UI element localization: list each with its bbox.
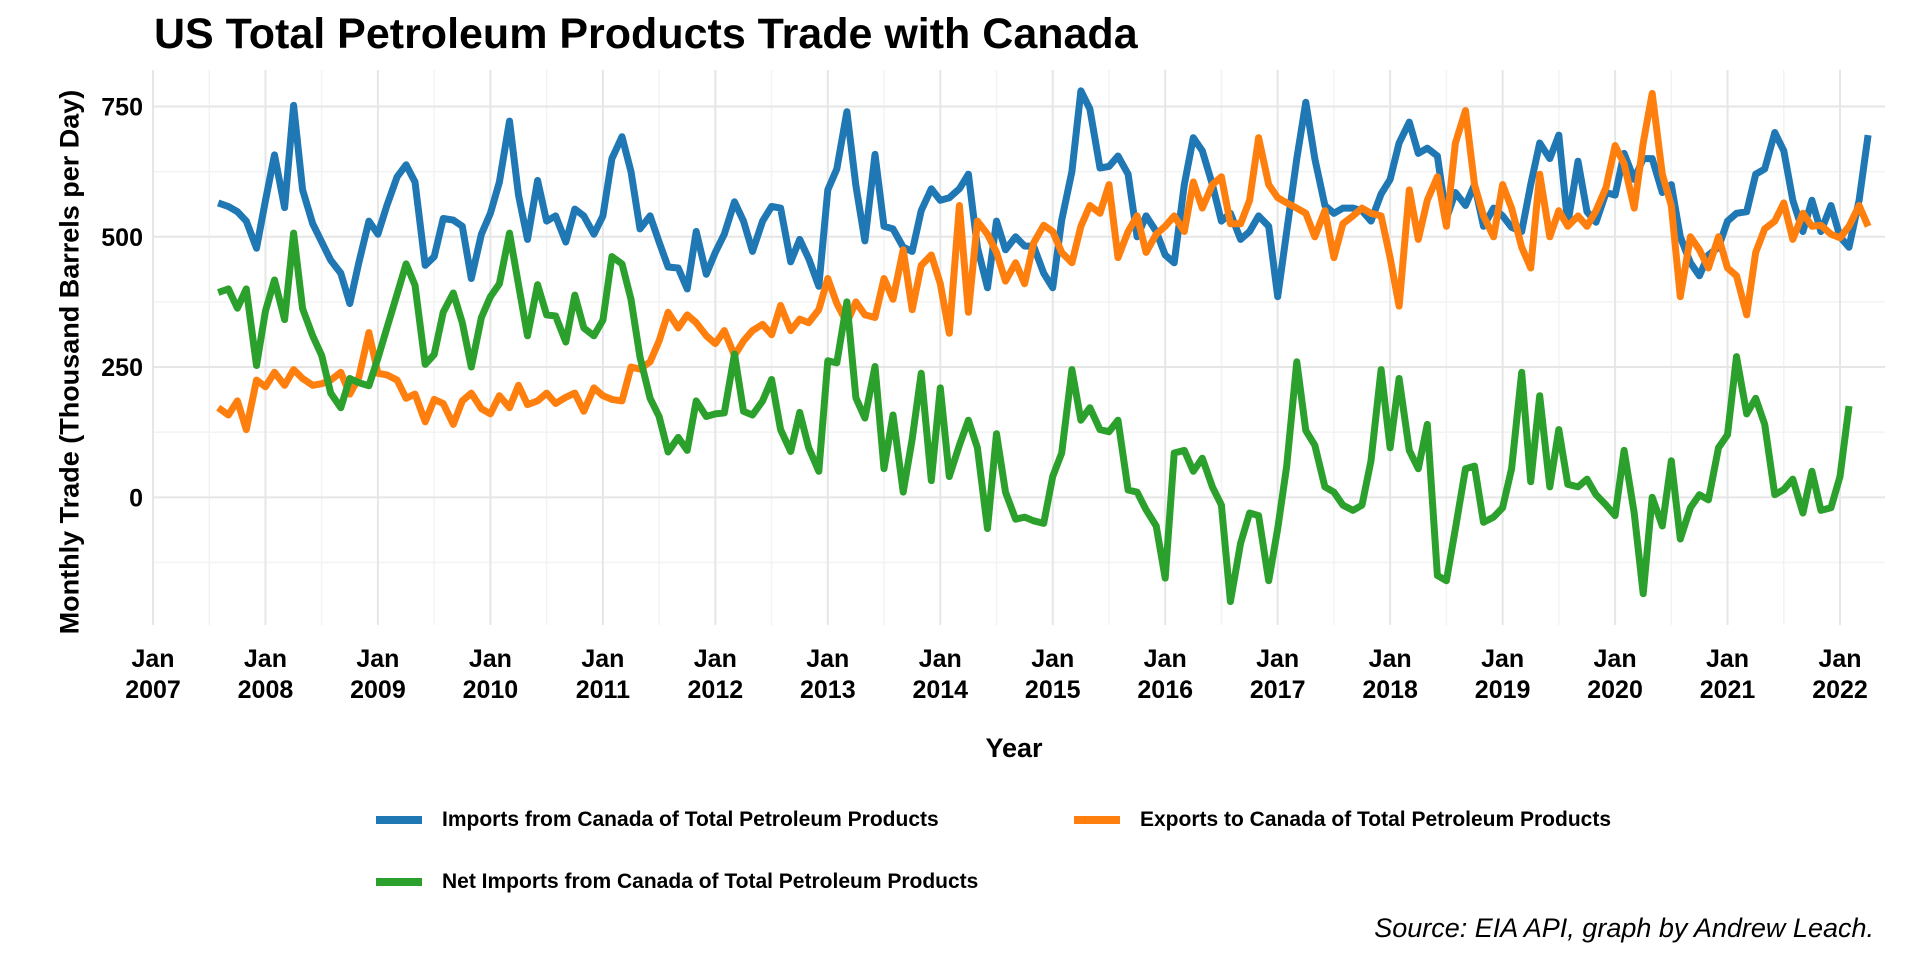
x-tick-label: Jan 2017 (1250, 645, 1306, 704)
y-tick-label: 0 (129, 484, 143, 512)
legend-label: Exports to Canada of Total Petroleum Pro… (1140, 808, 1612, 831)
x-tick-label: Jan 2013 (800, 645, 856, 704)
y-tick-label: 750 (101, 93, 143, 121)
axis-ticks: 0 250 500 750 Jan 2007 Jan 2008 Jan 2009 Jan 2010 Ja… (101, 93, 1868, 704)
x-axis-label: Year (985, 733, 1043, 763)
legend-swatch (376, 878, 422, 886)
x-tick-label: Jan 2021 (1700, 645, 1756, 704)
caption: Source: EIA API, graph by Andrew Leach. (1374, 913, 1874, 943)
x-tick-label: Jan 2010 (463, 645, 519, 704)
x-tick-label: Jan 2014 (912, 645, 968, 704)
x-tick-label: Jan 2022 (1812, 645, 1868, 704)
series-line-1 (216, 90, 1872, 434)
x-tick-label: Jan 2015 (1025, 645, 1081, 704)
legend-label: Imports from Canada of Total Petroleum P… (442, 808, 939, 831)
legend-swatch (376, 816, 422, 824)
series-line-0 (217, 87, 1872, 307)
legend-item-net-imports: Net Imports from Canada of Total Petrole… (376, 870, 978, 894)
x-tick-label: Jan 2007 (125, 645, 181, 704)
y-tick-label: 250 (101, 354, 143, 382)
legend-swatch (1074, 816, 1120, 824)
x-tick-label: Jan 2012 (688, 645, 744, 704)
legend-label: Net Imports from Canada of Total Petrole… (442, 870, 979, 893)
x-tick-label: Jan 2018 (1362, 645, 1418, 704)
x-tick-label: Jan 2019 (1475, 645, 1531, 704)
x-tick-label: Jan 2016 (1137, 645, 1193, 704)
legend-item-exports: Exports to Canada of Total Petroleum Pro… (1074, 808, 1611, 832)
x-tick-label: Jan 2011 (576, 645, 630, 704)
series-line-2 (217, 229, 1853, 605)
x-tick-label: Jan 2009 (350, 645, 406, 704)
series-lines (216, 87, 1872, 605)
legend-item-imports: Imports from Canada of Total Petroleum P… (376, 808, 939, 832)
x-tick-label: Jan 2020 (1587, 645, 1643, 704)
x-tick-label: Jan 2008 (238, 645, 294, 704)
chart-title: US Total Petroleum Products Trade with C… (154, 10, 1138, 58)
y-tick-label: 500 (101, 224, 143, 252)
